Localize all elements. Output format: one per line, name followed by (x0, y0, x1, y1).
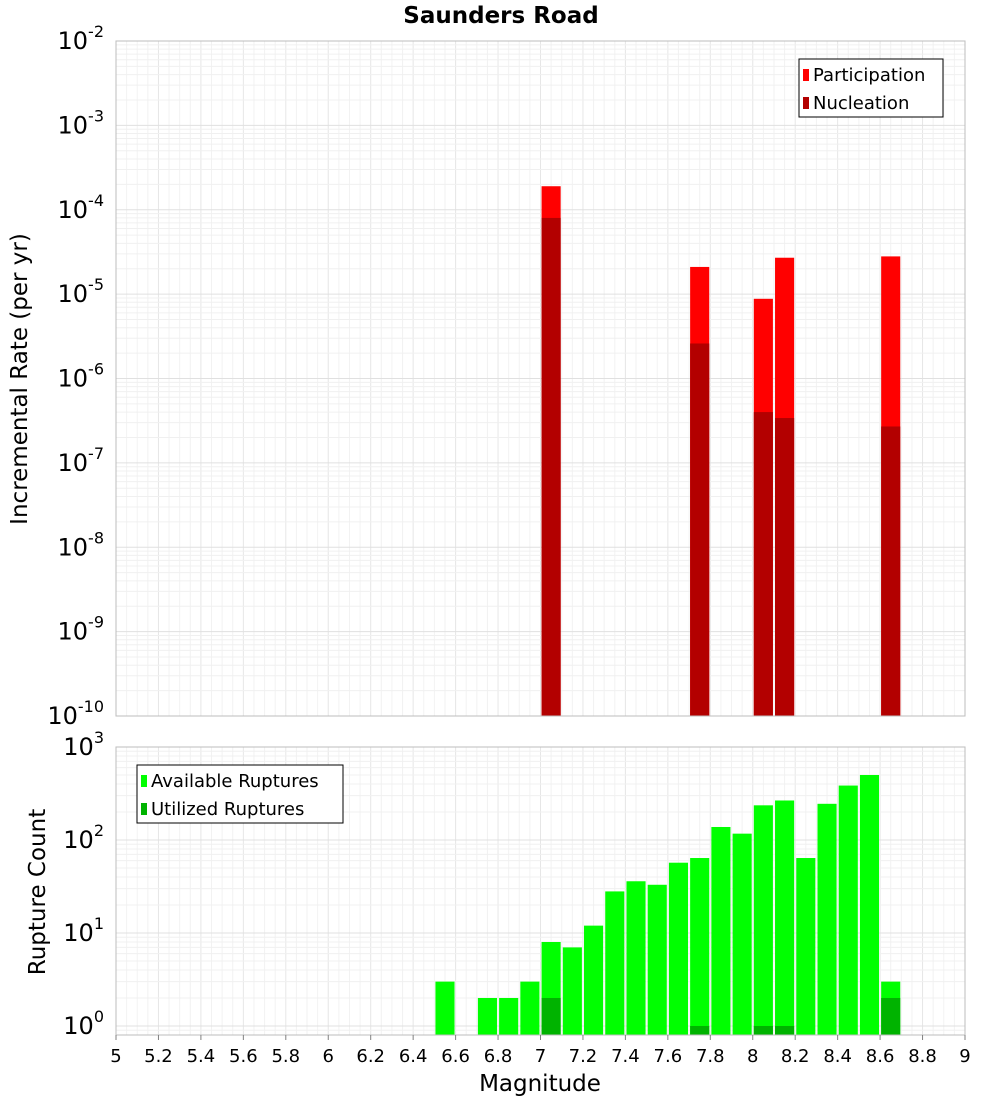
bar (753, 1025, 773, 1035)
bar (520, 981, 540, 1035)
bar (499, 997, 519, 1035)
y-tick-label: 100 (63, 1007, 104, 1040)
x-tick-label: 7 (535, 1046, 546, 1067)
x-tick-label: 8.4 (823, 1046, 852, 1067)
y-tick-label: 10-8 (58, 528, 105, 561)
legend-swatch (141, 803, 147, 815)
x-tick-label: 8.2 (781, 1046, 810, 1067)
x-tick-label: 9 (959, 1046, 970, 1067)
legend-swatch (803, 97, 809, 109)
bar (690, 1025, 710, 1035)
bar (690, 343, 710, 716)
x-tick-label: 5.6 (229, 1046, 258, 1067)
bar (753, 412, 773, 716)
legend-box (798, 58, 944, 118)
legend: Participation Nucleation (798, 58, 944, 118)
top-y-axis-label: Incremental Rate (per yr) (7, 233, 33, 525)
x-tick-label: 7.8 (696, 1046, 725, 1067)
bar (775, 800, 795, 1035)
y-tick-label: 10-5 (58, 275, 105, 308)
x-tick-label: 6.4 (399, 1046, 428, 1067)
x-tick-label: 6 (323, 1046, 334, 1067)
x-tick-label: 5.8 (271, 1046, 300, 1067)
y-tick-label: 103 (63, 728, 104, 761)
bar (690, 858, 710, 1035)
y-tick-label: 10-9 (58, 613, 105, 646)
bar (562, 947, 582, 1035)
bar (626, 881, 646, 1035)
x-tick-label: 6.2 (356, 1046, 385, 1067)
bar (541, 217, 561, 716)
y-tick-label: 10-4 (58, 191, 105, 224)
bar (732, 833, 752, 1035)
legend-entry: Participation (813, 65, 925, 86)
bottom-y-axis-label: Rupture Count (25, 809, 51, 975)
bar (838, 785, 858, 1035)
top-plot: 10-10 10-9 10-8 10-7 10-6 10-5 10-4 10-3 10-2 Par… (47, 22, 966, 730)
x-tick-label: 7.4 (611, 1046, 640, 1067)
x-tick-label: 5 (110, 1046, 121, 1067)
bar (881, 997, 901, 1035)
x-tick-label: 7.6 (654, 1046, 683, 1067)
legend-swatch (141, 775, 147, 787)
bar (647, 884, 667, 1035)
y-tick-label: 10-7 (58, 444, 105, 477)
bar (775, 418, 795, 716)
chart-title: Saunders Road (403, 3, 598, 29)
series-available-ruptures (435, 774, 901, 1035)
grid (115, 40, 966, 717)
x-tick-label: 8 (747, 1046, 758, 1067)
bar (668, 862, 689, 1035)
series-utilized-ruptures (541, 997, 901, 1035)
y-tick-label: 10-10 (47, 697, 104, 730)
x-axis-label: Magnitude (479, 1071, 601, 1097)
bar (711, 826, 731, 1035)
legend-entry: Utilized Ruptures (151, 799, 304, 820)
x-tick-label: 6.8 (484, 1046, 513, 1067)
x-tick-label: 5.4 (187, 1046, 216, 1067)
bar (541, 997, 561, 1035)
bar (584, 925, 604, 1035)
bar (753, 805, 773, 1035)
x-tick-label: 6.6 (441, 1046, 470, 1067)
bar (796, 858, 816, 1035)
y-tick-label: 10-3 (58, 106, 105, 139)
legend: Available Ruptures Utilized Ruptures (136, 764, 344, 824)
bar (435, 981, 455, 1035)
bar (859, 774, 880, 1035)
bottom-plot: 100 101 102 103 5 5.2 5.4 5.6 5.8 6 6.2 6.4 6.6 6.8 7 7… (63, 728, 970, 1067)
x-tick-label: 8.6 (866, 1046, 895, 1067)
y-tick-label: 10-6 (58, 360, 105, 393)
x-tick-label: 8.8 (908, 1046, 937, 1067)
y-tick-label: 10-2 (58, 22, 105, 55)
bar (881, 426, 901, 716)
legend-entry: Nucleation (813, 93, 909, 114)
y-tick-label: 101 (63, 914, 104, 947)
y-tick-label: 102 (63, 821, 104, 854)
legend-entry: Available Ruptures (151, 771, 319, 792)
bar (775, 1025, 795, 1035)
plot-frame (115, 40, 966, 717)
series-nucleation (541, 217, 901, 716)
bar (817, 803, 837, 1035)
x-tick-label: 5.2 (144, 1046, 173, 1067)
bar (605, 891, 625, 1035)
legend-box (136, 764, 344, 824)
x-tick-label: 7.2 (569, 1046, 598, 1067)
legend-swatch (803, 69, 809, 81)
bar (477, 997, 497, 1035)
